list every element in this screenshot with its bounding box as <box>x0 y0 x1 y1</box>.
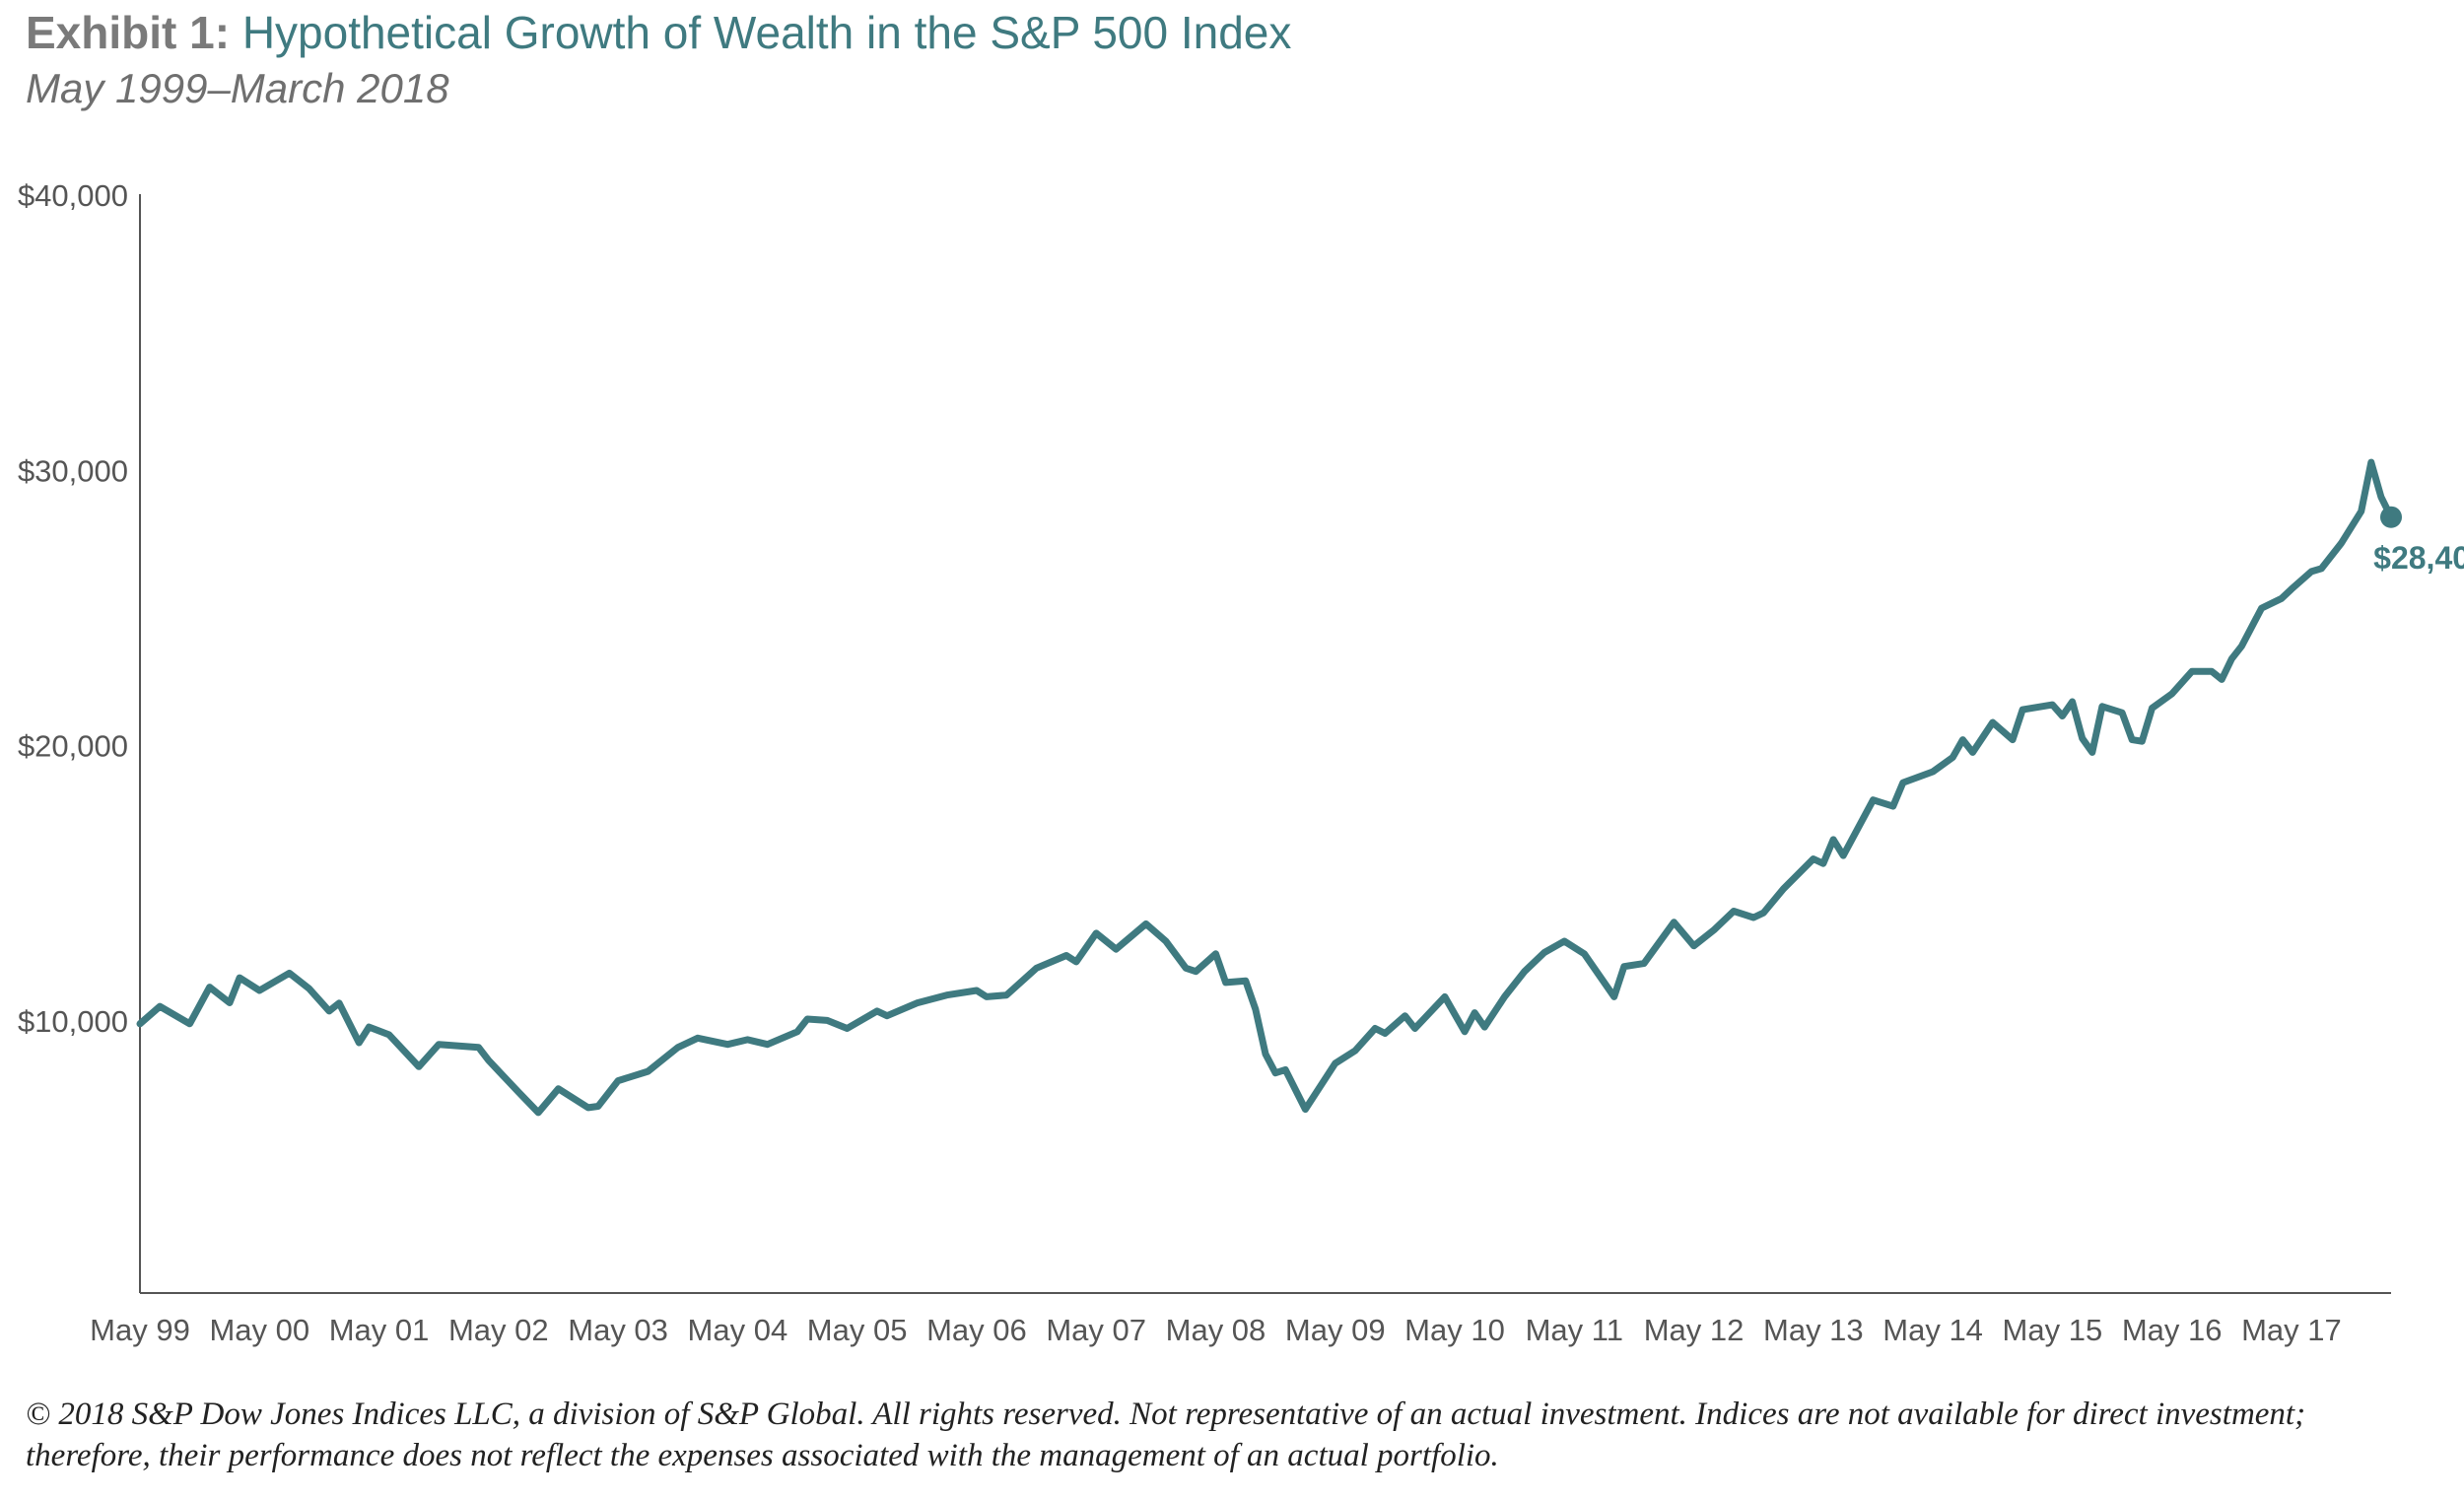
x-tick-label: May 13 <box>1763 1313 1864 1347</box>
chart-title: Exhibit 1: Hypothetical Growth of Wealth… <box>26 6 1291 59</box>
x-tick-label: May 08 <box>1166 1313 1266 1347</box>
x-tick-label: May 06 <box>926 1313 1027 1347</box>
y-tick-label: $30,000 <box>18 453 128 488</box>
x-tick-label: May 02 <box>448 1313 549 1347</box>
x-tick-label: May 01 <box>329 1313 430 1347</box>
end-point <box>2380 506 2402 528</box>
x-tick-label: May 16 <box>2122 1313 2223 1347</box>
chart-subtitle: May 1999–March 2018 <box>26 65 449 111</box>
x-tick-label: May 10 <box>1404 1313 1505 1347</box>
value-label: $28,408 <box>2373 540 2464 576</box>
chart: $10,000 $20,000 $30,000 $40,000 May 99 May 00… <box>18 178 2464 1347</box>
x-tick-label: May 09 <box>1285 1313 1386 1347</box>
y-tick-label: $20,000 <box>18 729 128 764</box>
x-tick-label: May 04 <box>688 1313 788 1347</box>
x-tick-label: May 03 <box>568 1313 668 1347</box>
y-tick-label: $40,000 <box>18 178 128 213</box>
footnote: © 2018 S&P Dow Jones Indices LLC, a divi… <box>26 1397 2306 1473</box>
x-tick-label: May 99 <box>90 1313 190 1347</box>
x-tick-label: May 17 <box>2241 1313 2342 1347</box>
x-tick-label: May 11 <box>1526 1313 1623 1347</box>
x-tick-label: May 15 <box>2003 1313 2103 1347</box>
x-tick-label: May 05 <box>807 1313 908 1347</box>
x-tick-label: May 07 <box>1046 1313 1146 1347</box>
y-tick-label: $10,000 <box>18 1004 128 1039</box>
x-tick-label: May 00 <box>209 1313 309 1347</box>
title-text: Hypothetical Growth of Wealth in the S&P… <box>241 7 1292 58</box>
x-tick-label: May 14 <box>1882 1313 1983 1347</box>
data-line <box>136 458 2395 1117</box>
exhibit-label: Exhibit 1: <box>26 7 231 58</box>
x-tick-label: May 12 <box>1644 1313 1745 1347</box>
